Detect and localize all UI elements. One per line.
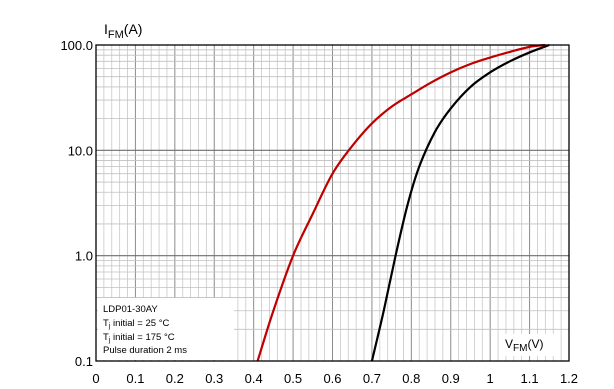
x-axis-title-box <box>500 334 556 356</box>
y-axis-label-main: I <box>104 21 108 37</box>
y-axis-label-sub: FM <box>108 29 124 41</box>
x-tick-label: 0.6 <box>323 371 341 386</box>
x-tick-label: 0.1 <box>126 371 144 386</box>
y-tick-label: 0.1 <box>75 354 93 369</box>
y-tick-label: 10.0 <box>68 143 93 158</box>
x-tick-label: 0.8 <box>402 371 420 386</box>
x-tick-label: 1 <box>487 371 494 386</box>
legend: LDP01-30AY Tj initial = 25 °C Tj initial… <box>98 298 234 360</box>
svg-text:IFM(A): IFM(A) <box>104 21 142 41</box>
x-axis-label-sub: FM <box>513 343 527 354</box>
legend-entry-25c-sub: j <box>108 323 111 330</box>
legend-entry-175c-prefix: T <box>103 332 109 343</box>
series-line-175c <box>256 43 546 362</box>
x-tick-label: 0.7 <box>363 371 381 386</box>
curves <box>256 43 550 362</box>
y-axis-label-unit: (A) <box>124 21 143 37</box>
y-tick-label: 1.0 <box>75 249 93 264</box>
legend-entry-25c-prefix: T <box>103 318 109 329</box>
legend-entry-25c: Tj initial = 25 °C <box>103 318 169 330</box>
x-axis-title: VFM(V) <box>500 334 556 356</box>
x-tick-label: 0.4 <box>245 371 263 386</box>
x-tick-label: 0.3 <box>205 371 223 386</box>
x-tick-labels: 0 0.1 0.2 0.3 0.4 0.5 0.6 0.7 0.8 0.9 1 1.1 1.2 <box>92 371 578 386</box>
y-tick-label: 100.0 <box>60 38 93 53</box>
x-tick-label: 0.2 <box>166 371 184 386</box>
x-axis-label-main: V <box>505 337 513 351</box>
legend-entry-175c-text: initial = 175 °C <box>110 332 174 343</box>
y-tick-labels: 0.1 1.0 10.0 100.0 <box>60 38 93 369</box>
x-tick-label: 1.2 <box>560 371 578 386</box>
plot-frame <box>95 44 570 362</box>
x-tick-label: 0 <box>92 371 99 386</box>
svg-text:VFM(V): VFM(V) <box>505 337 543 354</box>
y-axis-title: IFM(A) <box>104 21 142 41</box>
x-tick-label: 1.1 <box>521 371 539 386</box>
legend-box <box>98 298 234 360</box>
legend-entry-25c-text: initial = 25 °C <box>110 318 169 329</box>
series-line-25c <box>370 43 550 362</box>
x-axis-label-unit: (V) <box>527 337 543 351</box>
legend-pulse-note: Pulse duration 2 ms <box>103 345 187 356</box>
legend-part-number: LDP01-30AY <box>103 304 158 315</box>
legend-entry-175c: Tj initial = 175 °C <box>103 332 175 344</box>
x-tick-label: 0.5 <box>284 371 302 386</box>
legend-entry-175c-sub: j <box>108 337 111 344</box>
x-tick-label: 0.9 <box>442 371 460 386</box>
